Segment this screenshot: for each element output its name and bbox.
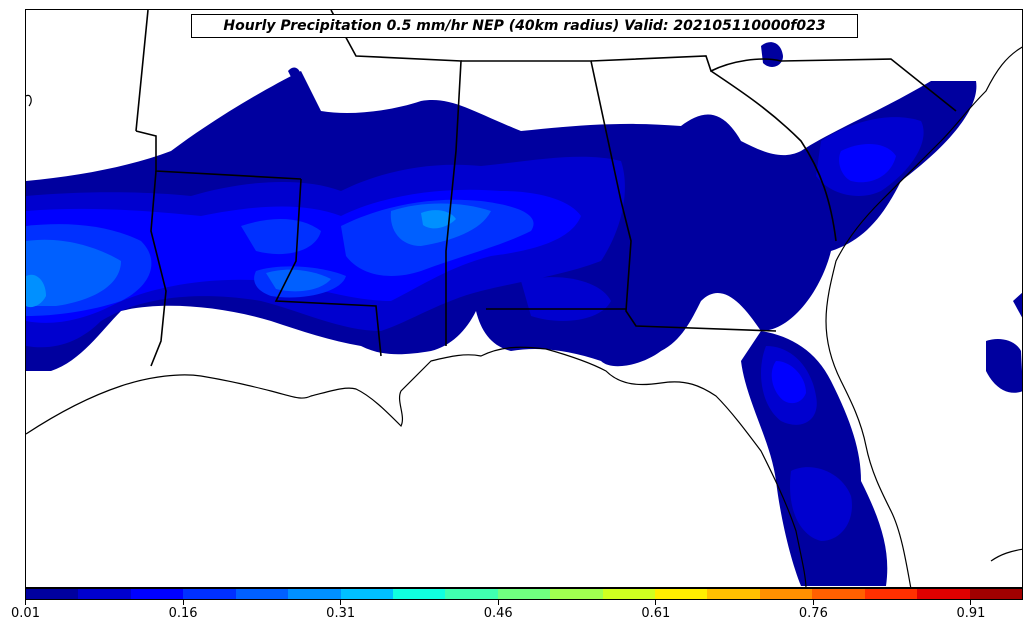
coastlines	[26, 46, 1022, 587]
colorbar-tick-label: 0.31	[326, 606, 356, 621]
colorbar-segment	[759, 589, 813, 599]
state-borders	[135, 10, 957, 367]
colorbar-segment	[392, 589, 446, 599]
colorbar-segment	[130, 589, 184, 599]
colorbar-tick-label: 0.16	[168, 606, 198, 621]
precipitation-map	[26, 10, 1022, 587]
colorbar-segment	[864, 589, 918, 599]
map-title: Hourly Precipitation 0.5 mm/hr NEP (40km…	[191, 14, 858, 38]
colorbar-segment	[655, 589, 708, 599]
colorbar-segment	[602, 589, 656, 599]
colorbar-segment	[812, 589, 865, 599]
colorbar-segment	[969, 589, 1023, 599]
colorbar-tick-label: 0.91	[956, 606, 986, 621]
colorbar-tick	[970, 600, 972, 605]
colorbar-tick	[812, 600, 814, 605]
colorbar-tick-label: 0.46	[483, 606, 513, 621]
colorbar-tick-label: 0.76	[798, 606, 828, 621]
colorbar-tick	[340, 600, 342, 605]
colorbar-segment	[497, 589, 551, 599]
colorbar-segment	[917, 589, 970, 599]
colorbar-tick	[182, 600, 184, 605]
colorbar-segment	[340, 589, 393, 599]
colorbar-segment	[183, 589, 236, 599]
colorbar-tick	[497, 600, 499, 605]
colorbar-segment	[235, 589, 289, 599]
colorbar-segment	[78, 589, 131, 599]
colorbar	[25, 588, 1023, 600]
colorbar-tick	[25, 600, 26, 605]
colorbar-tick-label: 0.61	[641, 606, 671, 621]
colorbar-tick-label: 0.01	[11, 606, 40, 621]
colorbar-segment	[707, 589, 760, 599]
precip-field-layer-6	[26, 210, 456, 308]
colorbar-segment	[445, 589, 498, 599]
map-panel	[25, 9, 1023, 588]
colorbar-segment	[26, 589, 79, 599]
colorbar-segment	[288, 589, 341, 599]
colorbar-tick	[655, 600, 657, 605]
colorbar-segment	[550, 589, 603, 599]
